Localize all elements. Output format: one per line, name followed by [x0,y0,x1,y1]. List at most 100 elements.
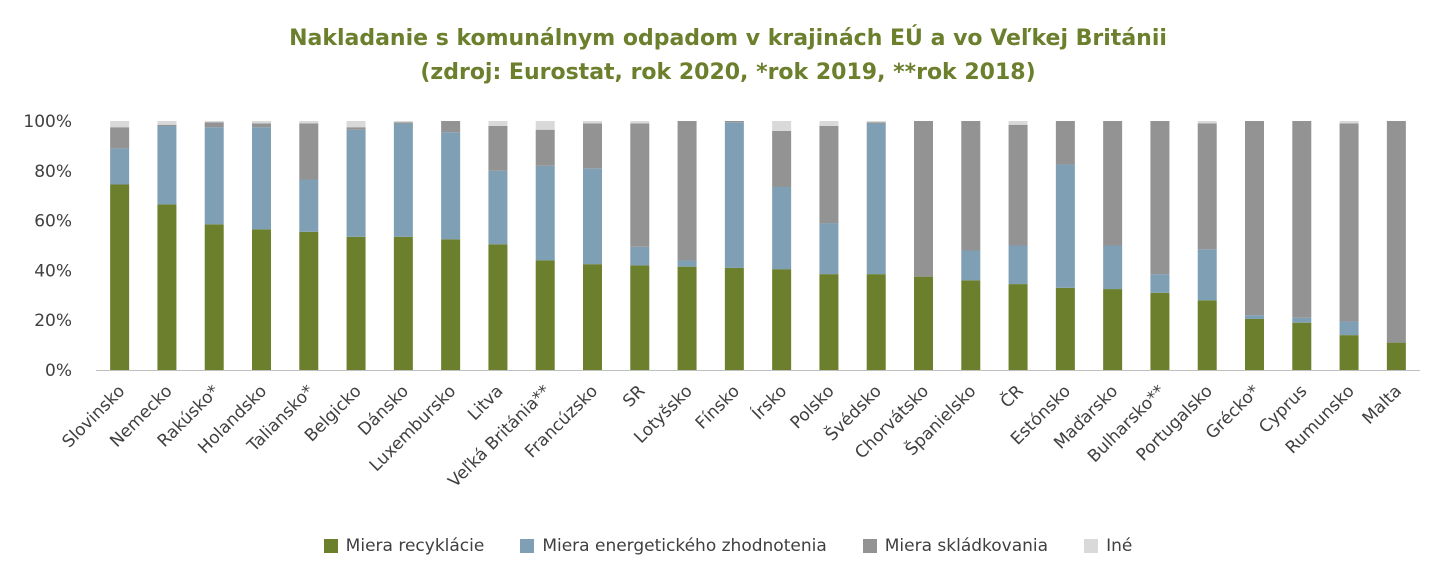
bar-segment-other [488,121,508,126]
bar-segment-recycling [535,260,555,370]
x-tick-label: SR [619,381,649,411]
y-tick-label: 0% [45,361,72,381]
bar-segment-energy-recovery [110,148,130,185]
y-tick-label: 40% [34,261,72,281]
legend-swatch-landfill [862,539,877,553]
bar-segment-other [1339,121,1359,124]
bar-segment-energy-recovery [488,170,508,245]
bar-segment-other [204,121,224,123]
bar-segment-recycling [866,274,886,370]
bar-segment-recycling [1103,289,1123,370]
bar-segment-landfill [393,122,413,124]
y-tick-label: 20% [34,311,72,331]
legend-item-other: Iné [1084,536,1132,556]
bar-segment-landfill [1339,123,1359,322]
bar-segment-landfill [866,122,886,124]
bar-segment-landfill [1150,121,1170,275]
bar-segment-recycling [1386,342,1406,370]
legend-label-energy-recovery: Miera energetického zhodnotenia [542,536,827,556]
bar-segment-recycling [677,266,697,370]
y-tick-label: 60% [34,212,72,232]
bar-segment-recycling [204,224,224,370]
bar-segment-energy-recovery [441,132,461,240]
legend-item-energy-recovery: Miera energetického zhodnotenia [520,536,827,556]
bar-segment-energy-recovery [866,123,886,275]
bar-segment-energy-recovery [252,127,271,230]
bar-segment-landfill [1103,121,1123,246]
chart-subtitle: (zdroj: Eurostat, rok 2020, *rok 2019, *… [420,60,1036,85]
bar-segment-energy-recovery [1055,164,1075,288]
bar-segment-recycling [819,274,839,370]
bar-segment-landfill [819,125,839,224]
bar-segment-energy-recovery [819,223,839,275]
legend-label-other: Iné [1106,536,1133,556]
bar-segment-landfill [488,125,508,171]
bar-segment-recycling [1150,292,1170,370]
bar-segment-landfill [961,121,981,251]
x-tick-label: Litva [464,381,507,424]
bar-segment-landfill [1292,121,1312,318]
bar-segment-other [583,121,602,124]
x-tick-label: Írsko [747,380,791,424]
bar-segment-energy-recovery [724,122,744,268]
legend-label-landfill: Miera skládkovania [884,536,1049,556]
bar-segment-recycling [488,244,508,370]
bar-segment-landfill [677,121,697,261]
y-tick-label: 80% [34,162,72,182]
bar-segment-other [393,121,413,123]
bar-segment-recycling [299,231,319,370]
bar-segment-landfill [441,121,461,133]
bar-segment-landfill [299,123,319,180]
x-tick-label: Luxembursko [366,381,460,475]
legend-swatch-recycling [323,539,338,553]
bar-segment-energy-recovery [346,129,366,237]
bar-segment-energy-recovery [157,125,177,205]
y-tick-label: 100% [23,112,72,132]
bar-segment-landfill [204,122,224,128]
bar-segment-recycling [1339,335,1359,370]
legend-label-recycling: Miera recyklácie [345,536,485,556]
bar-segment-energy-recovery [1103,245,1123,290]
bar-segment-energy-recovery [204,127,224,225]
stacked-bar-chart: 0%20%40%60%80%100%SlovinskoNemeckoRakúsk… [23,112,1420,492]
bar-segment-other [1008,121,1028,125]
bar-segment-recycling [583,264,602,370]
bar-segment-energy-recovery [1245,315,1264,319]
bar-segment-energy-recovery [1339,321,1359,336]
bar-segment-recycling [630,265,650,370]
bar-segment-energy-recovery [772,186,792,270]
legend-swatch-energy-recovery [520,539,535,553]
bar-segment-other [819,121,839,126]
bar-segment-energy-recovery [299,179,319,232]
bar-segment-recycling [961,280,981,370]
bar-segment-landfill [346,127,366,130]
chart-title-block: Nakladanie s komunálnym odpadom v krajin… [0,22,1456,90]
bar-segment-landfill [1386,121,1406,343]
x-tick-label: Malta [1359,381,1406,428]
bar-segment-energy-recovery [393,123,413,237]
bar-segment-landfill [772,130,792,187]
bar-segment-landfill [583,123,602,169]
bar-segment-landfill [1055,121,1075,165]
chart-title: Nakladanie s komunálnym odpadom v krajin… [289,26,1167,51]
bar-segment-recycling [1292,322,1312,370]
bar-segment-other [1197,121,1217,124]
bar-segment-energy-recovery [1292,317,1312,323]
bar-segment-other [346,121,366,128]
bar-segment-recycling [1197,300,1217,370]
bar-segment-other [866,121,886,123]
bar-segment-other [252,121,271,124]
bar-segment-recycling [393,236,413,370]
chart-legend: Miera recyklácie Miera energetického zho… [0,536,1456,556]
bar-segment-other [535,121,555,130]
bar-segment-landfill [535,129,555,166]
bar-segment-recycling [252,229,271,370]
x-tick-label: Fínsko [692,381,744,433]
bar-segment-recycling [724,267,744,370]
bar-segment-energy-recovery [1197,249,1217,301]
bar-segment-other [299,121,319,124]
bar-segment-landfill [252,123,271,128]
bar-segment-energy-recovery [630,246,650,266]
bar-segment-other [110,121,130,128]
bar-segment-energy-recovery [535,165,555,261]
